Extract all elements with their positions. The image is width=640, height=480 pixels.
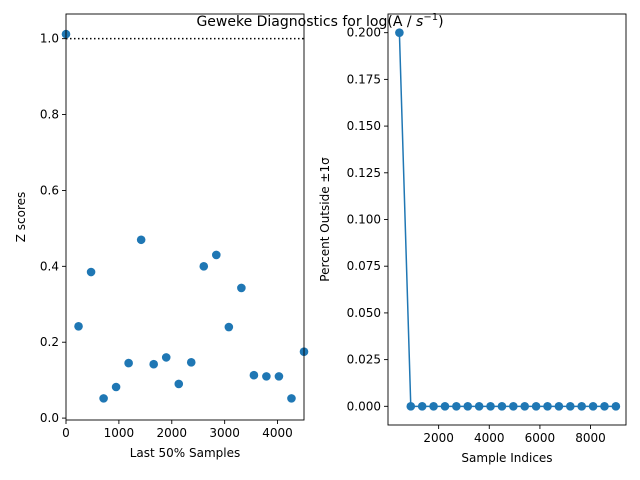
x-tick-label: 0 [62, 426, 70, 440]
data-point [124, 358, 133, 368]
x-tick-label: 1000 [104, 426, 135, 440]
y-tick-label: 0.0 [40, 411, 59, 425]
data-point [237, 283, 246, 293]
data-point [406, 402, 416, 411]
series-line [398, 32, 616, 408]
data-point [486, 402, 495, 411]
y-tick-label: 1.0 [40, 32, 59, 46]
data-point [86, 267, 96, 277]
x-tick-label: 4000 [262, 426, 293, 440]
x-tick-label: 8000 [575, 431, 606, 445]
y-tick-label: 0.200 [347, 26, 381, 40]
y-tick-label: 0.000 [347, 399, 381, 413]
x-axis-label: Sample Indices [461, 451, 552, 465]
data-point [611, 402, 621, 411]
y-axis-label: Z scores [14, 192, 28, 243]
x-tick-label: 2000 [423, 431, 454, 445]
y-tick-label: 0.025 [347, 353, 381, 367]
data-point [174, 379, 184, 389]
data-point [543, 402, 552, 411]
x-tick-label: 3000 [209, 426, 240, 440]
data-point [463, 402, 473, 411]
x-axis-label: Last 50% Samples [130, 446, 241, 460]
z-scores-panel: 0 1000 2000 3000 4000 0.0 0.2 0.4 0.6 0.8 1.0 Last … [14, 13, 309, 460]
y-tick-label: 0.6 [40, 183, 59, 197]
y-tick-label: 0.175 [347, 72, 381, 86]
data-point [224, 322, 234, 332]
data-point [274, 372, 284, 381]
data-point [452, 402, 461, 411]
data-point [149, 359, 158, 369]
data-point [588, 402, 598, 411]
data-point [74, 321, 83, 331]
x-tick-label: 6000 [525, 431, 556, 445]
data-point [395, 28, 404, 37]
data-point [474, 402, 484, 411]
x-tick-label: 4000 [474, 431, 505, 445]
data-point [509, 402, 518, 411]
y-axis-label: Percent Outside ±1σ [318, 157, 332, 282]
y-tick-label: 0.050 [347, 306, 381, 320]
data-point [520, 402, 530, 411]
y-tick-label: 0.075 [347, 259, 381, 273]
x-tick-label: 2000 [157, 426, 188, 440]
y-tick-label: 0.8 [40, 108, 59, 122]
data-point [262, 372, 271, 381]
y-tick-label: 0.125 [347, 166, 381, 180]
data-point [531, 402, 541, 411]
data-point [554, 402, 564, 411]
data-point [429, 402, 438, 411]
figure-title: Geweke Diagnostics for log(A / s−1) [196, 12, 443, 30]
y-tick-label: 0.2 [40, 335, 59, 349]
data-point [161, 353, 171, 362]
data-point [600, 402, 609, 411]
percent-outside-panel: 2000 4000 6000 8000 0.000 0.025 0.050 0.075 0.10… [318, 13, 627, 465]
data-point [249, 370, 259, 380]
data-point [497, 402, 507, 411]
data-point [212, 250, 221, 260]
data-point [417, 402, 427, 411]
plot-frame [65, 13, 305, 421]
data-point [565, 402, 575, 411]
data-point [440, 402, 450, 411]
plot-frame [387, 13, 627, 426]
data-point [577, 402, 586, 411]
y-tick-label: 0.100 [347, 213, 381, 227]
data-point [136, 235, 146, 245]
data-point [199, 262, 209, 271]
data-point [99, 394, 108, 403]
data-point [287, 394, 296, 403]
y-tick-label: 0.4 [40, 259, 59, 273]
data-point [186, 358, 196, 367]
data-point [111, 382, 121, 392]
y-tick-label: 0.150 [347, 119, 381, 133]
